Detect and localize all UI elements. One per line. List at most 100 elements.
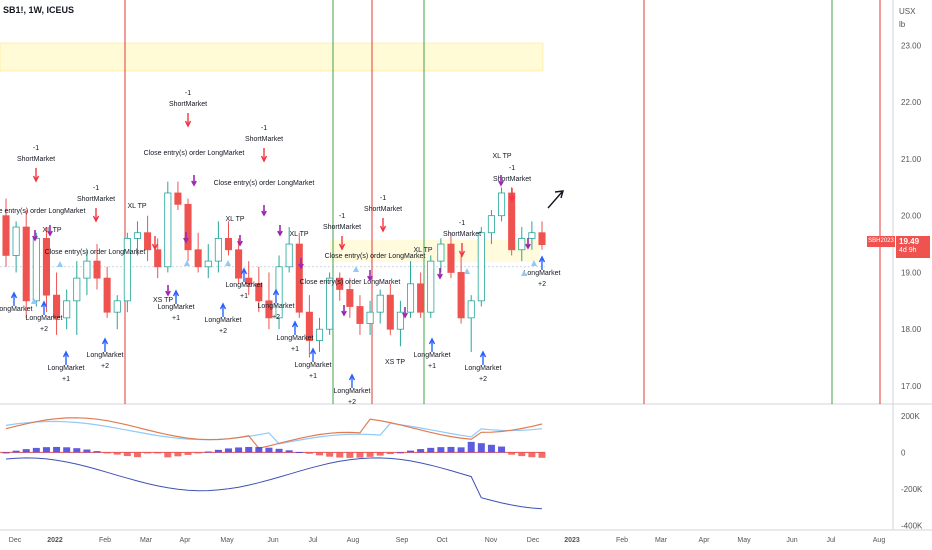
close-arrow-icon	[237, 235, 243, 247]
osc-histogram-bar	[255, 447, 263, 453]
close-entry-label: Close entry(s) order LongMarket	[214, 180, 315, 187]
osc-histogram-bar	[73, 448, 81, 453]
time-axis-label: May	[220, 537, 234, 544]
osc-histogram-bar	[427, 447, 435, 453]
osc-histogram-bar	[366, 452, 374, 457]
candle-body	[437, 243, 445, 262]
osc-histogram-bar	[467, 441, 475, 453]
long-arrow-icon	[538, 255, 546, 270]
candle-body	[214, 237, 222, 262]
long-market-label: LongMarket	[334, 388, 371, 395]
osc-histogram-bar	[224, 448, 232, 453]
short-arrow-icon	[92, 208, 100, 223]
osc-histogram-bar	[93, 451, 101, 453]
long-arrow-icon	[40, 300, 48, 315]
candle-body	[204, 260, 212, 268]
time-axis-label: May	[737, 537, 751, 544]
candle-body	[305, 311, 313, 341]
long-market-label: LongMarket	[226, 282, 263, 289]
candle-body	[366, 311, 374, 324]
long-arrow-icon	[101, 337, 109, 352]
candle-body	[245, 277, 253, 285]
osc-histogram-bar	[487, 444, 495, 453]
symbol-title[interactable]: SB1!, 1W, ICEUS	[3, 5, 75, 15]
osc-histogram-bar	[457, 447, 465, 453]
close-arrow-icon	[277, 225, 283, 237]
long-arrow-icon	[172, 289, 180, 304]
osc-histogram-bar	[336, 452, 344, 458]
candle-body	[477, 232, 485, 302]
candles-group	[2, 181, 546, 358]
osc-histogram-bar	[396, 452, 404, 454]
osc-histogram-bar	[477, 443, 485, 453]
time-axis-label: Jul	[827, 537, 836, 544]
time-axis-label: 2023	[564, 537, 580, 544]
take-profit-label: XL TP	[492, 153, 511, 160]
candle-body	[376, 294, 384, 313]
osc-histogram-bar	[123, 452, 131, 457]
osc-histogram-bar	[53, 446, 61, 453]
support-zone	[330, 240, 540, 262]
osc-histogram-bar	[235, 447, 243, 453]
price-tick-label: 23.00	[901, 41, 922, 50]
candle-body	[467, 300, 475, 319]
signal-qty-label: -1	[261, 125, 267, 132]
osc-signal-line	[5, 420, 543, 445]
triangle-marker-icon	[531, 260, 537, 266]
close-entry-label: Close entry(s) order LongMarket	[300, 279, 401, 286]
candle-body	[22, 226, 30, 302]
close-arrow-icon	[298, 258, 304, 270]
candle-body	[93, 260, 101, 279]
close-entry-label: Close entry(s) order LongMarket	[0, 208, 85, 215]
close-arrow-icon	[183, 232, 189, 244]
long-market-label: LongMarket	[205, 317, 242, 324]
osc-histogram-bar	[245, 446, 253, 453]
price-tick-label: 17.00	[901, 382, 922, 391]
candle-body	[457, 272, 465, 319]
long-qty-label: +1	[172, 315, 180, 322]
time-axis-label: Aug	[873, 537, 886, 544]
highlight-zones	[0, 42, 545, 268]
osc-histogram-bar	[63, 447, 71, 453]
signal-qty-label: -1	[185, 90, 191, 97]
osc-histogram-bar	[447, 446, 455, 453]
candle-body	[133, 232, 142, 239]
long-market-label: LongMarket	[26, 315, 63, 322]
trend-arrow-icon	[547, 190, 564, 209]
candle-body	[194, 249, 202, 268]
time-axis-label: Apr	[180, 537, 192, 544]
triangle-marker-icon	[57, 261, 63, 267]
resistance-zone	[0, 42, 544, 72]
take-profit-label: XL TP	[127, 203, 146, 210]
long-arrow-icon	[240, 267, 248, 282]
price-tick-label: 18.00	[901, 325, 922, 334]
short-market-label: ShortMarket	[77, 196, 115, 203]
short-arrow-icon	[32, 168, 40, 183]
take-profit-label: XL TP	[289, 231, 308, 238]
candle-body	[427, 260, 435, 313]
osc-tick-label: -400K	[901, 521, 923, 530]
osc-histogram-bar	[144, 452, 152, 454]
long-market-label: LongMarket	[0, 306, 33, 313]
take-profit-label: XL TP	[42, 227, 61, 234]
triangle-marker-icon	[464, 268, 470, 274]
long-qty-label: +2	[101, 363, 109, 370]
close-arrow-icon	[32, 230, 38, 242]
time-axis-label: Dec	[527, 537, 540, 544]
osc-histogram-bar	[316, 452, 324, 456]
candle-body	[224, 237, 233, 251]
long-market-label: LongMarket	[465, 365, 502, 372]
candle-body	[144, 232, 152, 251]
candle-body	[265, 300, 273, 319]
triangle-marker-icon	[184, 260, 190, 266]
candle-body	[255, 283, 263, 302]
bar-countdown: 4d 9h	[899, 247, 917, 254]
short-arrow-icon	[338, 236, 346, 251]
osc-histogram-bar	[113, 452, 121, 455]
close-arrow-icon	[47, 225, 53, 237]
osc-histogram-bar	[214, 449, 222, 453]
time-axis-label: Feb	[99, 537, 111, 544]
long-arrow-icon	[479, 350, 487, 365]
long-qty-label: +2	[219, 328, 227, 335]
